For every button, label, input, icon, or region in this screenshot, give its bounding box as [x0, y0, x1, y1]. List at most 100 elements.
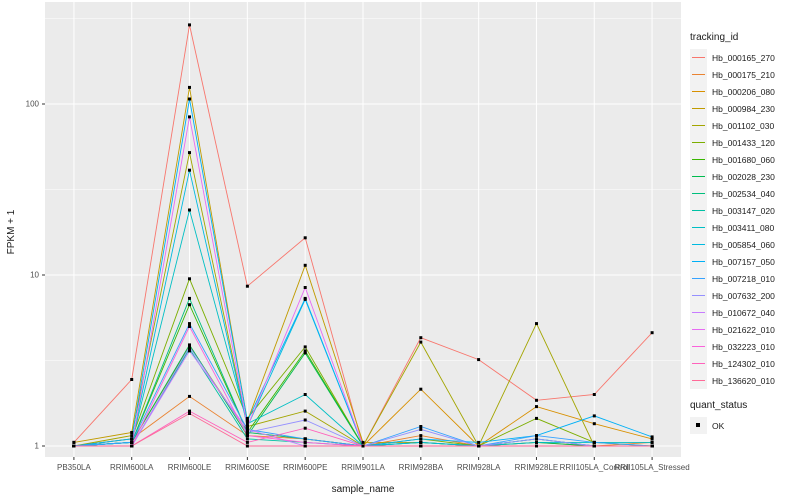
data-point: [303, 426, 307, 430]
x-tick-label: RRIM928LE: [515, 463, 559, 472]
legend-entry-label: Hb_000206_080: [712, 86, 775, 97]
data-point: [419, 440, 423, 444]
data-point: [245, 437, 249, 441]
data-point: [535, 398, 538, 402]
legend-entry-label: Hb_021622_010: [712, 324, 775, 335]
data-point: [419, 425, 423, 428]
y-tick-label: 10: [30, 271, 39, 280]
x-tick-label: RRIM600LE: [168, 463, 212, 472]
data-point: [303, 286, 307, 289]
data-point: [188, 85, 191, 89]
data-point: [303, 345, 307, 349]
data-point: [188, 151, 191, 155]
data-point: [188, 345, 191, 349]
legend-entries: Hb_000165_270 Hb_000175_210 Hb_000206_080 H…: [690, 49, 775, 389]
series-line-swatch-icon: [690, 321, 707, 338]
x-tick-label: RRIM600PE: [283, 463, 327, 472]
legend-entry-label: Hb_001680_060: [712, 154, 775, 165]
legend-entry: Hb_010672_040: [690, 304, 775, 321]
data-point: [419, 444, 423, 448]
data-point: [477, 444, 481, 448]
legend-entry: Hb_007632_200: [690, 287, 775, 304]
x-tick-label: RRIM928BA: [399, 463, 444, 472]
series-line-swatch-icon: [690, 83, 707, 100]
legend-entry-label: Hb_032223_010: [712, 341, 775, 352]
legend-entry-label: Hb_005854_060: [712, 239, 775, 250]
data-point: [535, 322, 538, 326]
data-point: [245, 419, 249, 423]
data-point: [650, 435, 654, 439]
data-point: [592, 444, 596, 448]
legend-entry: Hb_000165_270: [690, 49, 775, 66]
legend-entry: Hb_124302_010: [690, 355, 775, 372]
data-point: [303, 349, 307, 353]
legend-entry-label: Hb_000984_230: [712, 103, 775, 114]
legend-entry-label: Hb_136620_010: [712, 375, 775, 386]
data-point: [130, 378, 134, 381]
data-point: [361, 440, 365, 444]
data-point: [245, 427, 249, 431]
series-line-swatch-icon: [690, 236, 707, 253]
legend-entry-label: Hb_003147_020: [712, 205, 775, 216]
series-line-swatch-icon: [690, 338, 707, 355]
data-point: [188, 208, 191, 212]
data-point: [245, 434, 249, 438]
data-point: [535, 405, 538, 409]
quant-status-label: OK: [712, 420, 725, 431]
series-line-swatch-icon: [690, 202, 707, 219]
data-point: [535, 437, 538, 441]
data-point: [245, 444, 249, 448]
data-point: [303, 236, 307, 240]
legend-entry-label: Hb_002028_230: [712, 171, 775, 182]
data-point: [303, 444, 307, 448]
data-point: [130, 444, 134, 448]
legend-entry: Hb_001680_060: [690, 151, 775, 168]
legend-tracking-id: tracking_id Hb_000165_270 Hb_000175_210 Hb…: [690, 32, 775, 389]
data-point: [303, 351, 307, 355]
x-tick-label: RRIM901LA: [341, 463, 385, 472]
data-point: [245, 440, 249, 444]
data-point: [419, 336, 423, 340]
data-point: [303, 440, 307, 444]
series-line-swatch-icon: [690, 117, 707, 134]
x-tick-label: RRIM600SE: [225, 463, 269, 472]
data-point: [72, 440, 76, 444]
data-point: [188, 412, 191, 415]
legend-entry-label: Hb_010672_040: [712, 307, 775, 318]
series-line-swatch-icon: [690, 134, 707, 151]
data-point: [188, 322, 191, 326]
series-line-swatch-icon: [690, 49, 707, 66]
series-line-swatch-icon: [690, 168, 707, 185]
data-point: [535, 444, 538, 448]
legend-quant-status: quant_status OK: [690, 400, 747, 434]
x-tick-label: RRII105LA_Stressed: [615, 463, 690, 472]
legend-entry-label: Hb_007632_200: [712, 290, 775, 301]
series-line-swatch-icon: [690, 219, 707, 236]
data-point: [303, 437, 307, 441]
data-point: [419, 387, 423, 391]
data-point: [650, 444, 654, 448]
data-point: [245, 416, 249, 420]
data-point: [592, 414, 596, 418]
series-line-swatch-icon: [690, 100, 707, 117]
legend-entry-label: Hb_001102_030: [712, 120, 775, 131]
data-point: [245, 422, 249, 426]
legend-entry: Hb_003147_020: [690, 202, 775, 219]
data-point: [592, 440, 596, 444]
data-point: [130, 440, 134, 444]
data-point: [130, 434, 134, 438]
series-line-swatch-icon: [690, 270, 707, 287]
data-point: [592, 393, 596, 396]
data-point: [188, 168, 191, 172]
data-point: [477, 440, 481, 444]
legend-entry: Hb_000175_210: [690, 66, 775, 83]
data-point: [188, 97, 191, 101]
legend-entry-label: Hb_000165_270: [712, 52, 775, 63]
legend-entry-label: Hb_003411_080: [712, 222, 775, 233]
data-point: [188, 394, 191, 398]
data-point: [245, 284, 249, 288]
legend-entry-label: Hb_007218_010: [712, 273, 775, 284]
data-point: [535, 434, 538, 438]
data-point: [188, 325, 191, 328]
